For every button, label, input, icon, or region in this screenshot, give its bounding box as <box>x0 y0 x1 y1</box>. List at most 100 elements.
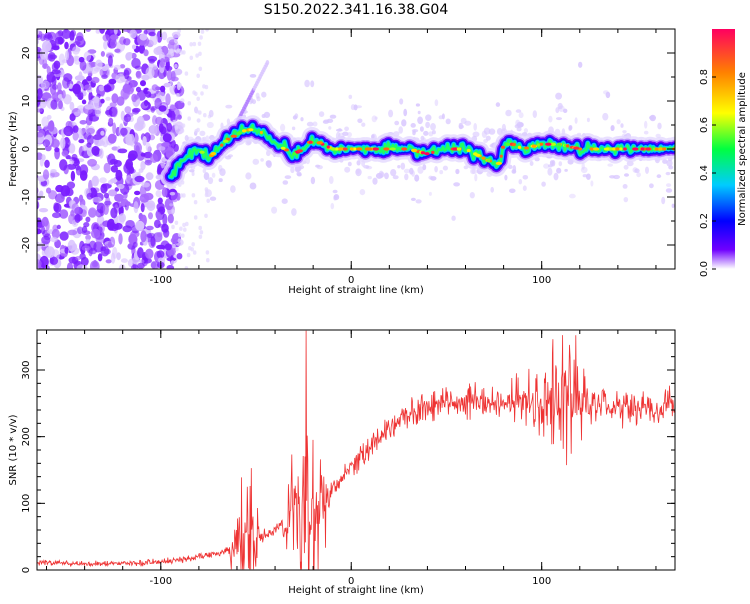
noise-blob <box>64 41 69 50</box>
noise-speck <box>355 168 362 177</box>
noise-speck <box>490 186 495 193</box>
noise-speck <box>522 185 527 191</box>
noise-blob <box>124 201 131 207</box>
noise-blob <box>110 252 116 264</box>
noise-speck <box>434 166 438 173</box>
noise-speck <box>184 135 189 142</box>
noise-speck <box>567 159 574 165</box>
ridge-hotspot <box>330 147 336 151</box>
noise-blob <box>70 170 76 182</box>
noise-speck <box>372 177 378 185</box>
noise-speck <box>361 122 366 127</box>
noise-speck <box>400 162 406 170</box>
noise-speck <box>188 246 192 251</box>
noise-speck <box>363 165 370 169</box>
noise-blob <box>108 117 114 125</box>
noise-speck <box>644 120 648 129</box>
noise-speck <box>347 161 352 167</box>
noise-blob <box>60 137 66 149</box>
x-tick-label: 0 <box>348 576 354 587</box>
noise-blob <box>132 241 138 248</box>
noise-blob <box>155 116 164 125</box>
noise-blob <box>98 85 105 92</box>
noise-blob <box>108 179 114 185</box>
ridge-hotspot <box>645 147 651 151</box>
noise-blob <box>87 158 97 167</box>
noise-speck <box>249 74 257 78</box>
y-tick-label: 100 <box>21 494 32 513</box>
noise-blob <box>123 69 130 80</box>
noise-blob <box>68 143 76 154</box>
noise-speck <box>204 84 209 90</box>
noise-blob <box>105 243 114 248</box>
noise-speck <box>281 198 288 204</box>
noise-speck <box>297 173 302 177</box>
noise-speck <box>410 197 416 201</box>
noise-speck <box>649 114 656 122</box>
noise-speck <box>172 119 176 125</box>
noise-speck <box>198 51 202 56</box>
noise-speck <box>208 109 214 118</box>
noise-speck <box>171 209 175 214</box>
ridge-hotspot <box>326 145 330 149</box>
noise-speck <box>522 175 529 180</box>
noise-blob <box>120 258 128 263</box>
colorbar-gradient <box>712 29 735 269</box>
noise-blob <box>47 52 56 62</box>
colorbar-tick-label: 0.8 <box>699 69 710 85</box>
noise-blob <box>51 84 59 90</box>
noise-blob <box>148 31 156 37</box>
noise-speck <box>445 118 451 125</box>
snr-x-axis-label: Height of straight line (km) <box>288 585 424 596</box>
noise-blob <box>40 80 50 89</box>
noise-blob <box>63 125 74 137</box>
ridge-hotspot <box>230 134 238 138</box>
noise-blob <box>145 142 151 152</box>
noise-speck <box>291 208 297 216</box>
noise-speck <box>616 119 621 125</box>
noise-blob <box>143 99 149 107</box>
noise-speck <box>180 98 185 103</box>
noise-speck <box>198 225 202 231</box>
noise-blob <box>85 29 91 32</box>
noise-speck <box>328 126 332 130</box>
noise-speck <box>518 179 523 185</box>
noise-speck <box>623 164 629 170</box>
noise-speck <box>401 119 407 127</box>
noise-speck <box>260 158 264 162</box>
noise-blob <box>53 202 59 213</box>
colorbar-ticks: 0.0 0.2 0.4 0.6 0.8 <box>699 69 716 277</box>
noise-blob <box>164 243 172 251</box>
noise-blob <box>108 189 118 197</box>
noise-blob <box>149 33 159 46</box>
noise-blob <box>53 33 60 39</box>
ridge-hotspot <box>222 139 229 143</box>
snr-x-ticks: -100 0 100 <box>46 330 657 587</box>
noise-blob <box>123 38 131 46</box>
ridge-hotspot <box>355 147 363 151</box>
noise-blob <box>107 55 113 67</box>
noise-blob <box>166 69 173 81</box>
noise-blob <box>66 262 74 269</box>
noise-speck <box>666 159 673 167</box>
noise-speck <box>605 91 611 99</box>
noise-blob <box>134 175 145 183</box>
noise-speck <box>471 168 478 175</box>
noise-speck <box>414 174 420 182</box>
noise-blob <box>143 29 148 35</box>
snr-series-line <box>37 330 675 570</box>
noise-speck <box>170 260 175 265</box>
noise-speck <box>203 172 210 181</box>
noise-speck <box>348 94 353 99</box>
y-tick-label: -10 <box>21 189 32 205</box>
ridge-hotspot <box>342 147 348 151</box>
noise-blob <box>151 84 159 91</box>
noise-blob <box>160 158 166 169</box>
noise-blob <box>132 107 141 113</box>
noise-speck <box>622 184 628 189</box>
noise-speck <box>657 122 662 130</box>
noise-blob <box>72 131 79 141</box>
ridge-hotspot <box>481 156 486 160</box>
noise-speck <box>645 166 649 174</box>
